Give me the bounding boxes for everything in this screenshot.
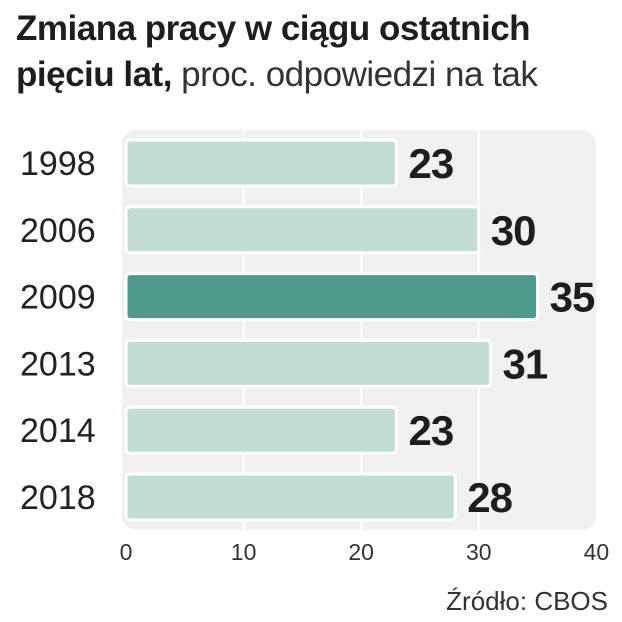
bar-2009 <box>124 272 540 322</box>
x-tick-20: 20 <box>348 539 374 565</box>
value-label-2006: 30 <box>491 207 536 254</box>
bar-2013 <box>124 338 493 388</box>
chart-title: Zmiana pracy w ciągu ostatnich pięciu la… <box>16 6 616 98</box>
plot-background <box>122 130 596 530</box>
value-label-2009: 35 <box>550 274 595 321</box>
bar-1998 <box>124 138 398 188</box>
source-note: Źródło: CBOS <box>446 586 608 616</box>
x-tick-10: 10 <box>231 539 257 565</box>
title-main: Zmiana pracy w ciągu ostatnich pięciu la… <box>16 9 531 94</box>
category-label-2014: 2014 <box>20 412 96 450</box>
category-label-2009: 2009 <box>20 279 96 317</box>
category-label-2006: 2006 <box>20 212 96 250</box>
category-label-2013: 2013 <box>20 345 96 383</box>
x-tick-0: 0 <box>120 539 133 565</box>
category-label-2018: 2018 <box>20 479 96 517</box>
bar-2018 <box>124 472 457 522</box>
value-label-2018: 28 <box>467 474 512 521</box>
x-tick-30: 30 <box>466 539 492 565</box>
value-label-2014: 23 <box>408 407 453 454</box>
category-label-1998: 1998 <box>20 145 96 183</box>
labels-group: 1998 23 2006 30 2009 35 2013 31 2014 23 2018 28 <box>20 140 596 521</box>
title-subtitle: proc. odpowiedzi na tak <box>181 55 538 94</box>
value-label-2013: 31 <box>503 340 548 387</box>
bar-2006 <box>124 205 481 255</box>
value-label-1998: 23 <box>408 140 453 187</box>
grid-lines <box>242 130 480 530</box>
x-axis-ticks: 0 10 20 30 40 <box>120 539 610 565</box>
bar-2014 <box>124 405 398 455</box>
bars-group <box>124 138 540 522</box>
x-tick-40: 40 <box>584 539 610 565</box>
